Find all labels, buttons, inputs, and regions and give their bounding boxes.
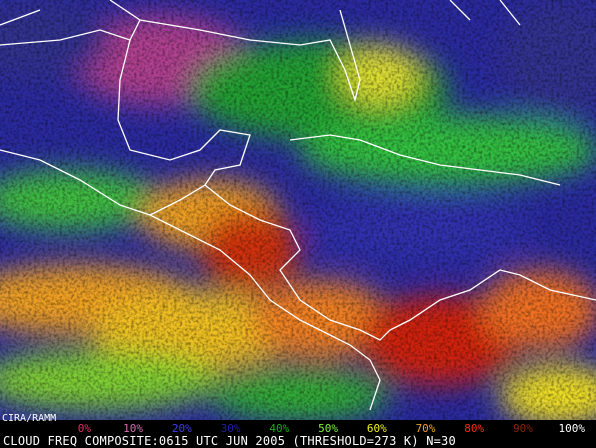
- caption: CLOUD FREQ COMPOSITE:0615 UTC JUN 2005 (…: [3, 434, 456, 448]
- legend-label: 20%: [171, 422, 192, 435]
- legend-label: 10%: [123, 422, 144, 435]
- legend-label: 90%: [513, 422, 533, 435]
- legend-label: 70%: [415, 422, 436, 435]
- legend-label: 60%: [366, 422, 387, 435]
- cloud-frequency-map: [0, 0, 596, 420]
- legend-label: 0%: [77, 422, 91, 435]
- legend-label: 30%: [220, 422, 241, 435]
- legend-label: 100%: [558, 422, 585, 435]
- legend: 0% 10% 20% 30% 40% 50% 60% 70% 80% 90% 100%: [60, 423, 596, 435]
- legend-label: 50%: [318, 422, 338, 435]
- legend-label: 80%: [464, 422, 485, 435]
- legend-label: 40%: [269, 422, 290, 435]
- credit: CIRA/RAMM: [2, 413, 57, 424]
